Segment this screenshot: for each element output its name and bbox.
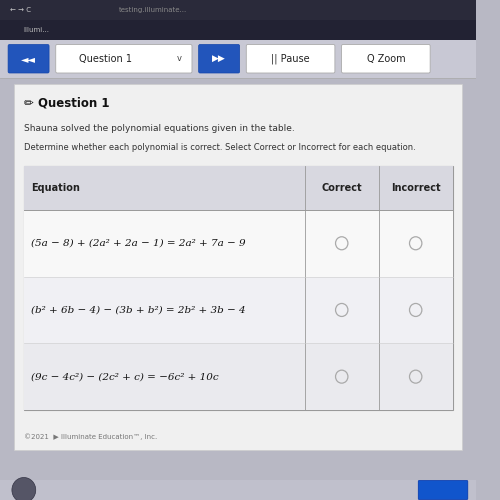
Text: v: v bbox=[176, 54, 182, 63]
Text: ▶▶: ▶▶ bbox=[212, 54, 226, 63]
Text: || Pause: || Pause bbox=[272, 54, 310, 64]
Text: Equation: Equation bbox=[31, 183, 80, 193]
Text: Incorrect: Incorrect bbox=[391, 183, 440, 193]
Text: (b² + 6b − 4) − (3b + b²) = 2b² + 3b − 4: (b² + 6b − 4) − (3b + b²) = 2b² + 3b − 4 bbox=[31, 306, 246, 314]
FancyBboxPatch shape bbox=[0, 20, 476, 40]
Text: ← → C: ← → C bbox=[10, 7, 30, 13]
FancyBboxPatch shape bbox=[0, 78, 476, 480]
Text: testing.illuminate...: testing.illuminate... bbox=[119, 7, 188, 13]
Text: ◄◄: ◄◄ bbox=[21, 54, 36, 64]
Text: (9c − 4c²) − (2c² + c) = −6c² + 10c: (9c − 4c²) − (2c² + c) = −6c² + 10c bbox=[31, 372, 218, 381]
FancyBboxPatch shape bbox=[8, 44, 49, 73]
Text: (5a − 8) + (2a² + 2a − 1) = 2a² + 7a − 9: (5a − 8) + (2a² + 2a − 1) = 2a² + 7a − 9 bbox=[31, 239, 246, 248]
FancyBboxPatch shape bbox=[24, 344, 452, 410]
FancyBboxPatch shape bbox=[24, 276, 452, 344]
FancyBboxPatch shape bbox=[0, 0, 476, 20]
FancyBboxPatch shape bbox=[14, 84, 462, 450]
Text: Correct: Correct bbox=[322, 183, 362, 193]
Text: Q Zoom: Q Zoom bbox=[366, 54, 405, 64]
FancyBboxPatch shape bbox=[198, 44, 239, 73]
Text: Question 1: Question 1 bbox=[78, 54, 132, 64]
Text: ✏ Question 1: ✏ Question 1 bbox=[24, 96, 109, 109]
FancyBboxPatch shape bbox=[246, 44, 335, 73]
FancyBboxPatch shape bbox=[24, 210, 452, 276]
FancyBboxPatch shape bbox=[24, 166, 452, 410]
Text: Determine whether each polynomial is correct. Select Correct or Incorrect for ea: Determine whether each polynomial is cor… bbox=[24, 144, 415, 152]
Text: ©2021  ▶ Illuminate Education™, Inc.: ©2021 ▶ Illuminate Education™, Inc. bbox=[24, 434, 157, 440]
FancyBboxPatch shape bbox=[0, 40, 476, 78]
FancyBboxPatch shape bbox=[56, 44, 192, 73]
Text: Shauna solved the polynomial equations given in the table.: Shauna solved the polynomial equations g… bbox=[24, 124, 294, 132]
FancyBboxPatch shape bbox=[342, 44, 430, 73]
FancyBboxPatch shape bbox=[0, 480, 476, 500]
FancyBboxPatch shape bbox=[24, 166, 452, 210]
Circle shape bbox=[12, 478, 36, 500]
Text: Illumi...: Illumi... bbox=[24, 27, 50, 33]
FancyBboxPatch shape bbox=[418, 480, 468, 500]
